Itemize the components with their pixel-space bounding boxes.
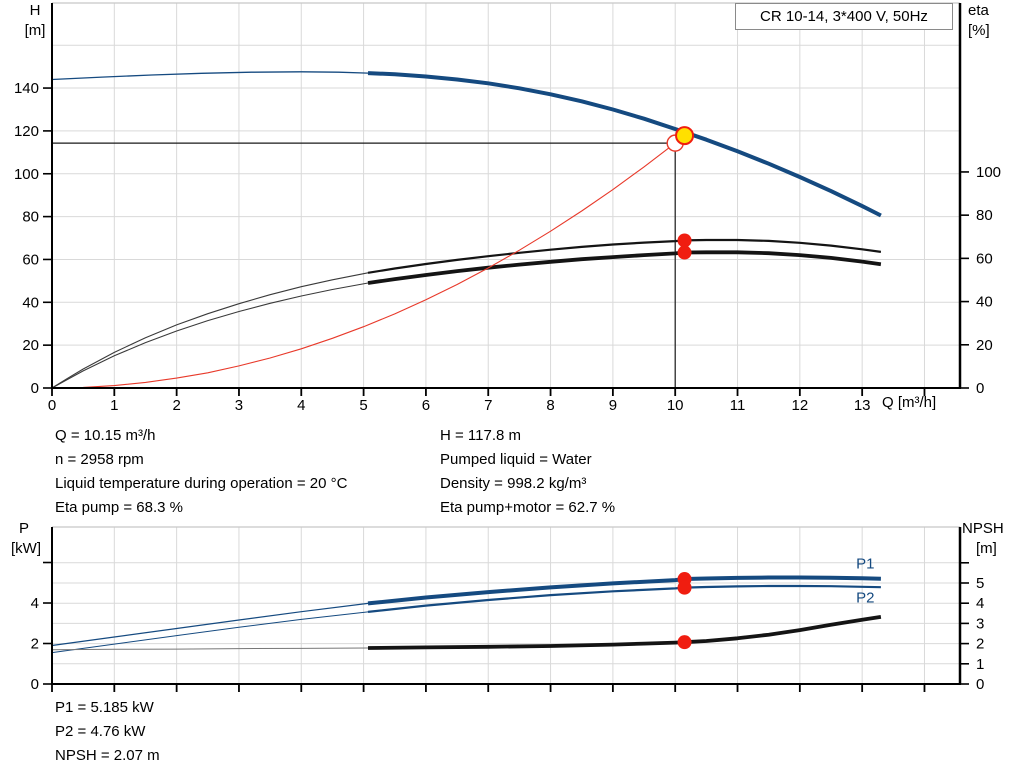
series-eta-pump-curve [367,238,882,274]
series-eta-pump-motor-extrapolated [51,282,369,389]
svg-text:1: 1 [110,397,118,414]
series-system-curve [51,135,685,389]
duty-info-left: Q = 10.15 m³/h n = 2958 rpm Liquid tempe… [55,424,347,520]
svg-text:0: 0 [31,676,39,693]
svg-text:4: 4 [297,397,305,414]
curve-title-box: CR 10-14, 3*400 V, 50Hz [735,3,953,30]
head-axis-unit: [m] [24,22,46,39]
svg-text:20: 20 [976,337,993,354]
svg-text:100: 100 [14,166,39,183]
npsh-axis-label: NPSH [962,520,1004,537]
head-axes [51,3,962,389]
p1-curve-label: P1 [856,556,874,573]
p2-point [677,580,692,595]
info-p1: P1 = 5.185 kW [55,699,154,716]
svg-text:100: 100 [976,164,1001,181]
eta-axis-label: eta [968,2,989,19]
svg-text:8: 8 [546,397,554,414]
svg-text:140: 140 [14,80,39,97]
info-eta-pump: Eta pump = 68.3 % [55,499,183,516]
svg-text:60: 60 [976,250,993,267]
svg-text:5: 5 [359,397,367,414]
chart-power: 0 2 4 0 1 2 3 4 5 P1 P2 [31,526,984,693]
series-npsh-curve-extrapolated [51,647,369,651]
svg-text:0: 0 [976,676,984,693]
head-gridlines [52,2,960,388]
series-p2-curve [367,584,881,613]
svg-text:80: 80 [22,209,39,226]
eta-pump-motor-point [677,245,692,260]
info-pumped-liquid: Pumped liquid = Water [440,451,592,468]
svg-text:11: 11 [730,397,746,414]
power-axis-unit: [kW] [11,540,41,557]
svg-text:12: 12 [791,397,808,414]
series-eta-pump-extrapolated [51,272,369,389]
info-eta-pump-motor: Eta pump+motor = 62.7 % [440,499,616,516]
series-head-curve-extrapolated [51,71,369,81]
power-axis-label: P [18,520,29,537]
info-npsh: NPSH = 2.07 m [55,747,160,764]
svg-text:1: 1 [976,656,984,673]
svg-text:4: 4 [31,595,39,612]
head-axis-label: H [29,2,41,19]
svg-text:2: 2 [31,636,39,653]
svg-text:60: 60 [22,251,39,268]
series-p2-curve-extrapolated [51,611,369,654]
svg-text:0: 0 [31,380,39,397]
svg-text:40: 40 [976,294,993,311]
power-tick-labels: 0 2 4 0 1 2 3 4 5 [31,561,984,693]
info-p2: P2 = 4.76 kW [55,723,146,740]
series-head-curve [367,71,882,218]
svg-text:120: 120 [14,123,39,140]
svg-text:2: 2 [976,636,984,653]
series-p1-curve-extrapolated [51,602,369,647]
info-density: Density = 998.2 kg/m³ [440,475,587,492]
series-p1-curve [367,575,881,606]
head-markers [666,126,695,260]
npsh-axis-unit: [m] [976,540,997,557]
svg-text:6: 6 [422,397,430,414]
power-gridlines [52,526,960,684]
power-axes [51,527,962,685]
eta-pump-point [677,233,692,248]
duty-info-right: H = 117.8 m Pumped liquid = Water Densit… [440,424,615,520]
flow-axis-label: Q [m³/h] [882,394,937,411]
svg-text:7: 7 [484,397,492,414]
series-eta-pump-motor-curve [367,250,882,285]
svg-text:9: 9 [609,397,617,414]
info-speed: n = 2958 rpm [55,451,144,468]
head-annotations [52,142,676,388]
svg-text:10: 10 [667,397,684,414]
svg-text:4: 4 [976,595,984,612]
svg-text:3: 3 [976,615,984,632]
svg-text:2: 2 [172,397,180,414]
operating-point [675,126,695,146]
info-flow: Q = 10.15 m³/h [55,427,156,444]
p2-curve-label: P2 [856,589,874,606]
svg-text:5: 5 [976,575,984,592]
svg-text:3: 3 [235,397,243,414]
npsh-point [677,635,692,650]
svg-text:80: 80 [976,207,993,224]
info-head: H = 117.8 m [440,427,522,444]
svg-text:40: 40 [22,294,39,311]
svg-text:13: 13 [854,397,871,414]
power-info: P1 = 5.185 kW P2 = 4.76 kW NPSH = 2.07 m [55,696,160,768]
svg-text:20: 20 [22,337,39,354]
svg-text:0: 0 [48,397,56,414]
svg-text:0: 0 [976,380,984,397]
eta-axis-unit: [%] [968,22,990,39]
info-liquid-temp: Liquid temperature during operation = 20… [55,475,348,492]
power-markers: P1 P2 [677,556,874,650]
